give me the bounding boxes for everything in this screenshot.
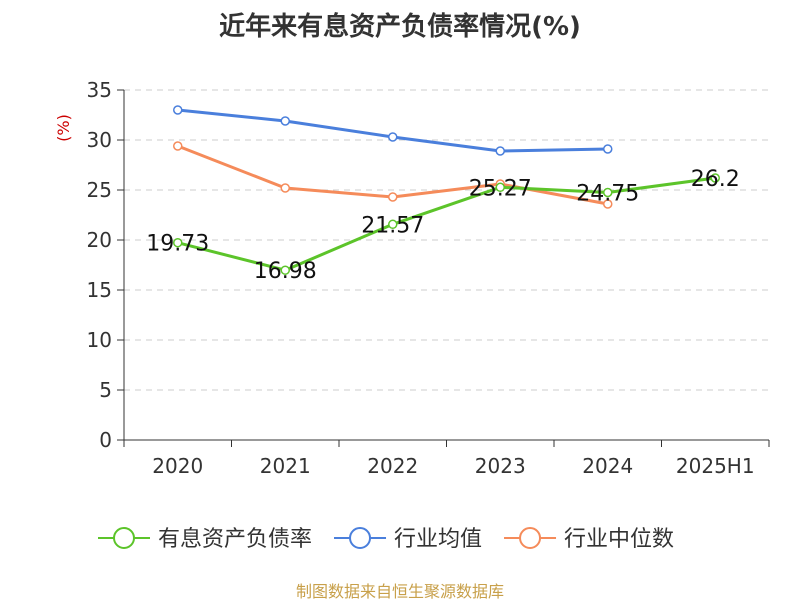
legend-label: 有息资产负债率: [158, 527, 312, 552]
y-tick-label: 25: [87, 178, 112, 202]
data-point: [603, 187, 613, 198]
data-point: [388, 192, 398, 202]
chart-title: 近年来有息资产负债率情况(%): [219, 12, 581, 42]
data-label: 19.73: [146, 232, 209, 257]
y-tick-label: 10: [87, 328, 112, 352]
y-tick-label: 5: [99, 378, 112, 402]
y-tick-label: 15: [87, 278, 112, 302]
x-tick-label: 2025H1: [676, 454, 755, 478]
data-point: [280, 265, 290, 275]
data-point: [495, 182, 505, 193]
data-point: [280, 183, 290, 193]
data-label: 21.57: [361, 213, 424, 238]
legend-swatch-marker: [113, 527, 135, 549]
y-axis-unit-label: (%): [54, 114, 73, 142]
data-label: 26.2: [691, 167, 740, 192]
x-tick-label: 2020: [152, 454, 203, 478]
data-point: [603, 144, 613, 154]
data-point: [280, 116, 290, 126]
data-point: [388, 132, 398, 142]
x-tick-label: 2024: [582, 454, 633, 478]
x-tick-label: 2023: [475, 454, 526, 478]
data-point: [388, 219, 398, 230]
y-tick-label: 20: [87, 228, 112, 252]
x-tick-label: 2022: [367, 454, 418, 478]
data-source-note: 制图数据来自恒生聚源数据库: [295, 582, 504, 601]
y-tick-label: 30: [87, 128, 112, 152]
data-point: [173, 141, 183, 151]
data-point: [495, 146, 505, 156]
data-label: 24.75: [576, 182, 639, 207]
y-tick-label: 35: [87, 78, 112, 102]
series-line: [177, 108, 608, 153]
y-tick-label: 0: [99, 428, 112, 452]
data-label: 25.27: [469, 176, 532, 201]
data-point: [173, 105, 183, 115]
data-label: 16.98: [254, 259, 317, 284]
series-line: [177, 176, 716, 272]
legend-swatch-marker: [519, 527, 542, 549]
data-point: [603, 199, 613, 209]
legend-label: 行业均值: [394, 527, 482, 552]
legend-swatch-marker: [349, 527, 372, 549]
data-point: [710, 173, 720, 183]
data-point: [173, 237, 183, 248]
x-tick-label: 2021: [260, 454, 311, 478]
legend-label: 行业中位数: [564, 527, 674, 552]
